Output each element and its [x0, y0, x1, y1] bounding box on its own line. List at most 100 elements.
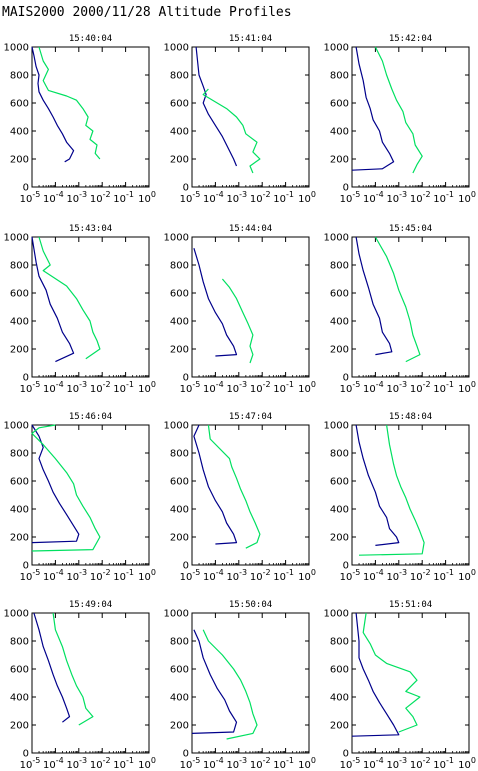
- y-tick-label: 1000: [4, 609, 29, 620]
- x-tick-label: 100: [298, 380, 316, 395]
- y-tick-label: 0: [23, 749, 29, 760]
- y-tick-label: 600: [10, 665, 29, 676]
- y-tick-label: 400: [330, 127, 349, 138]
- y-tick-label: 1000: [164, 43, 189, 54]
- plot-frame: [31, 424, 150, 566]
- series-line-2: [374, 46, 423, 174]
- y-tick-label: 200: [170, 533, 189, 544]
- y-tick-label: 200: [330, 345, 349, 356]
- figure-title: MAIS2000 2000/11/28 Altitude Profiles: [2, 5, 292, 20]
- y-tick-label: 600: [10, 99, 29, 110]
- plot-frame: [31, 46, 150, 188]
- y-tick-label: 400: [170, 317, 189, 328]
- x-tick-label: 10-1: [433, 756, 454, 771]
- x-tick-label: 100: [138, 190, 156, 205]
- x-tick-label: 10-3: [66, 756, 87, 771]
- x-tick-label: 10-5: [180, 190, 201, 205]
- plot-frame: [351, 236, 470, 378]
- x-tick-label: 10-2: [410, 568, 431, 583]
- y-tick-label: 200: [170, 155, 189, 166]
- x-tick-label: 100: [138, 380, 156, 395]
- series-line-1: [33, 612, 71, 723]
- y-tick-label: 800: [330, 637, 349, 648]
- y-tick-label: 400: [170, 127, 189, 138]
- y-tick-label: 400: [10, 693, 29, 704]
- x-tick-label: 10-1: [273, 380, 294, 395]
- x-tick-label: 10-2: [90, 190, 111, 205]
- series-line-2: [374, 236, 421, 363]
- x-tick-label: 100: [138, 568, 156, 583]
- x-tick-label: 10-3: [66, 568, 87, 583]
- x-tick-label: 10-2: [410, 756, 431, 771]
- plot-frame: [191, 424, 310, 566]
- x-tick-label: 10-3: [386, 380, 407, 395]
- plot-frame: [351, 46, 470, 188]
- x-tick-label: 10-5: [340, 756, 361, 771]
- series-line-2: [362, 612, 421, 733]
- x-tick-label: 100: [458, 380, 476, 395]
- y-tick-label: 800: [330, 71, 349, 82]
- y-tick-label: 400: [330, 505, 349, 516]
- panel-title: 15:50:04: [229, 600, 272, 610]
- x-tick-label: 10-3: [386, 756, 407, 771]
- x-tick-label: 10-2: [250, 380, 271, 395]
- y-tick-label: 0: [183, 373, 189, 384]
- y-tick-label: 400: [170, 693, 189, 704]
- panel-title: 15:43:04: [69, 224, 112, 234]
- y-tick-label: 400: [330, 693, 349, 704]
- x-tick-label: 10-5: [340, 190, 361, 205]
- x-tick-label: 10-5: [20, 568, 41, 583]
- x-tick-label: 10-5: [340, 380, 361, 395]
- y-tick-label: 1000: [164, 421, 189, 432]
- x-tick-label: 10-2: [250, 756, 271, 771]
- x-tick-label: 10-4: [203, 756, 224, 771]
- y-tick-label: 600: [330, 665, 349, 676]
- y-tick-label: 0: [183, 749, 189, 760]
- y-tick-label: 600: [170, 99, 189, 110]
- x-tick-label: 10-5: [180, 756, 201, 771]
- y-tick-label: 600: [170, 477, 189, 488]
- series-line-2: [38, 46, 101, 160]
- x-tick-label: 10-2: [250, 190, 271, 205]
- y-tick-label: 600: [170, 289, 189, 300]
- series-line-2: [31, 424, 101, 552]
- x-tick-label: 10-4: [363, 568, 384, 583]
- y-tick-label: 0: [183, 183, 189, 194]
- y-tick-label: 0: [23, 183, 29, 194]
- y-tick-label: 200: [10, 721, 29, 732]
- y-tick-label: 800: [330, 261, 349, 272]
- x-tick-label: 10-4: [43, 756, 64, 771]
- x-tick-label: 100: [458, 756, 476, 771]
- y-tick-label: 0: [343, 561, 349, 572]
- y-tick-label: 400: [10, 505, 29, 516]
- x-tick-label: 100: [298, 190, 316, 205]
- x-tick-label: 10-4: [203, 568, 224, 583]
- x-tick-label: 10-2: [90, 380, 111, 395]
- panel-title: 15:48:04: [389, 412, 432, 422]
- x-tick-label: 10-2: [90, 756, 111, 771]
- x-tick-label: 10-1: [273, 190, 294, 205]
- x-tick-label: 10-4: [203, 380, 224, 395]
- y-tick-label: 800: [10, 637, 29, 648]
- x-tick-label: 10-3: [66, 380, 87, 395]
- y-tick-label: 800: [170, 71, 189, 82]
- y-tick-label: 200: [170, 345, 189, 356]
- series-line-1: [351, 612, 400, 737]
- y-tick-label: 0: [343, 183, 349, 194]
- y-tick-label: 200: [10, 533, 29, 544]
- x-tick-label: 10-5: [340, 568, 361, 583]
- y-tick-label: 1000: [324, 233, 349, 244]
- y-tick-label: 400: [10, 317, 29, 328]
- x-tick-label: 10-1: [113, 380, 134, 395]
- y-tick-label: 1000: [324, 421, 349, 432]
- panel-title: 15:51:04: [389, 600, 432, 610]
- series-line-1: [351, 46, 395, 171]
- x-tick-label: 100: [138, 756, 156, 771]
- x-tick-label: 10-3: [66, 190, 87, 205]
- series-line-1: [355, 236, 393, 356]
